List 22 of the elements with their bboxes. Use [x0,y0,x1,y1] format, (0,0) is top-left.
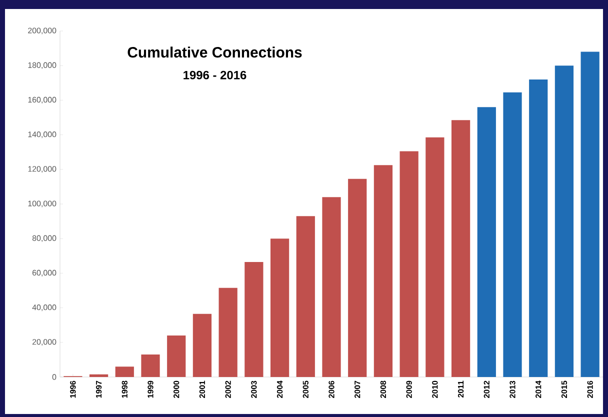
bar [322,197,341,377]
text: Cumulative Connections [128,46,302,58]
bar [192,314,212,377]
bar [554,66,574,377]
bar [426,137,444,377]
bar [218,288,238,377]
bar [451,120,470,377]
bar [348,178,367,377]
bar [503,92,522,377]
bar [400,151,418,377]
bar [115,366,134,377]
bar [374,165,393,377]
bar [296,216,315,377]
bar [529,79,548,377]
text: 1996 - 2016 [184,70,246,80]
bar [580,52,600,377]
bar [167,335,186,377]
bar [244,262,264,377]
bar [477,107,496,377]
bar [141,354,160,377]
bar [270,238,290,377]
bar [89,374,108,377]
